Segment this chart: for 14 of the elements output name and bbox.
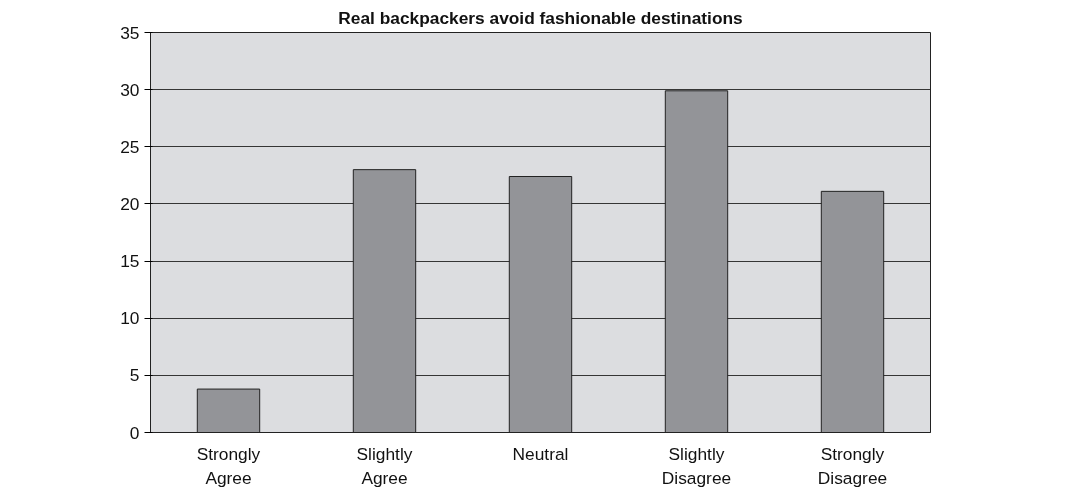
x-tick-label: Strongly Agree [196,443,261,488]
x-tick-label: Slightly Agree [356,443,413,488]
chart-title: Real backpackers avoid fashionable destinations [338,7,743,28]
y-tick-label: 10 [120,308,140,329]
y-tick-label: 15 [120,251,140,272]
y-tick-label: 20 [120,193,140,214]
x-tick-label: Slightly Disagree [661,443,732,488]
x-tick-label: Neutral [512,443,569,464]
y-tick-label: 0 [129,422,140,443]
y-tick-label: 35 [120,22,140,43]
y-tick-label: 30 [120,79,140,100]
y-tick-label: 5 [129,365,140,386]
y-tick-label: 25 [120,136,140,157]
x-tick-label: Strongly Disagree [817,443,888,488]
